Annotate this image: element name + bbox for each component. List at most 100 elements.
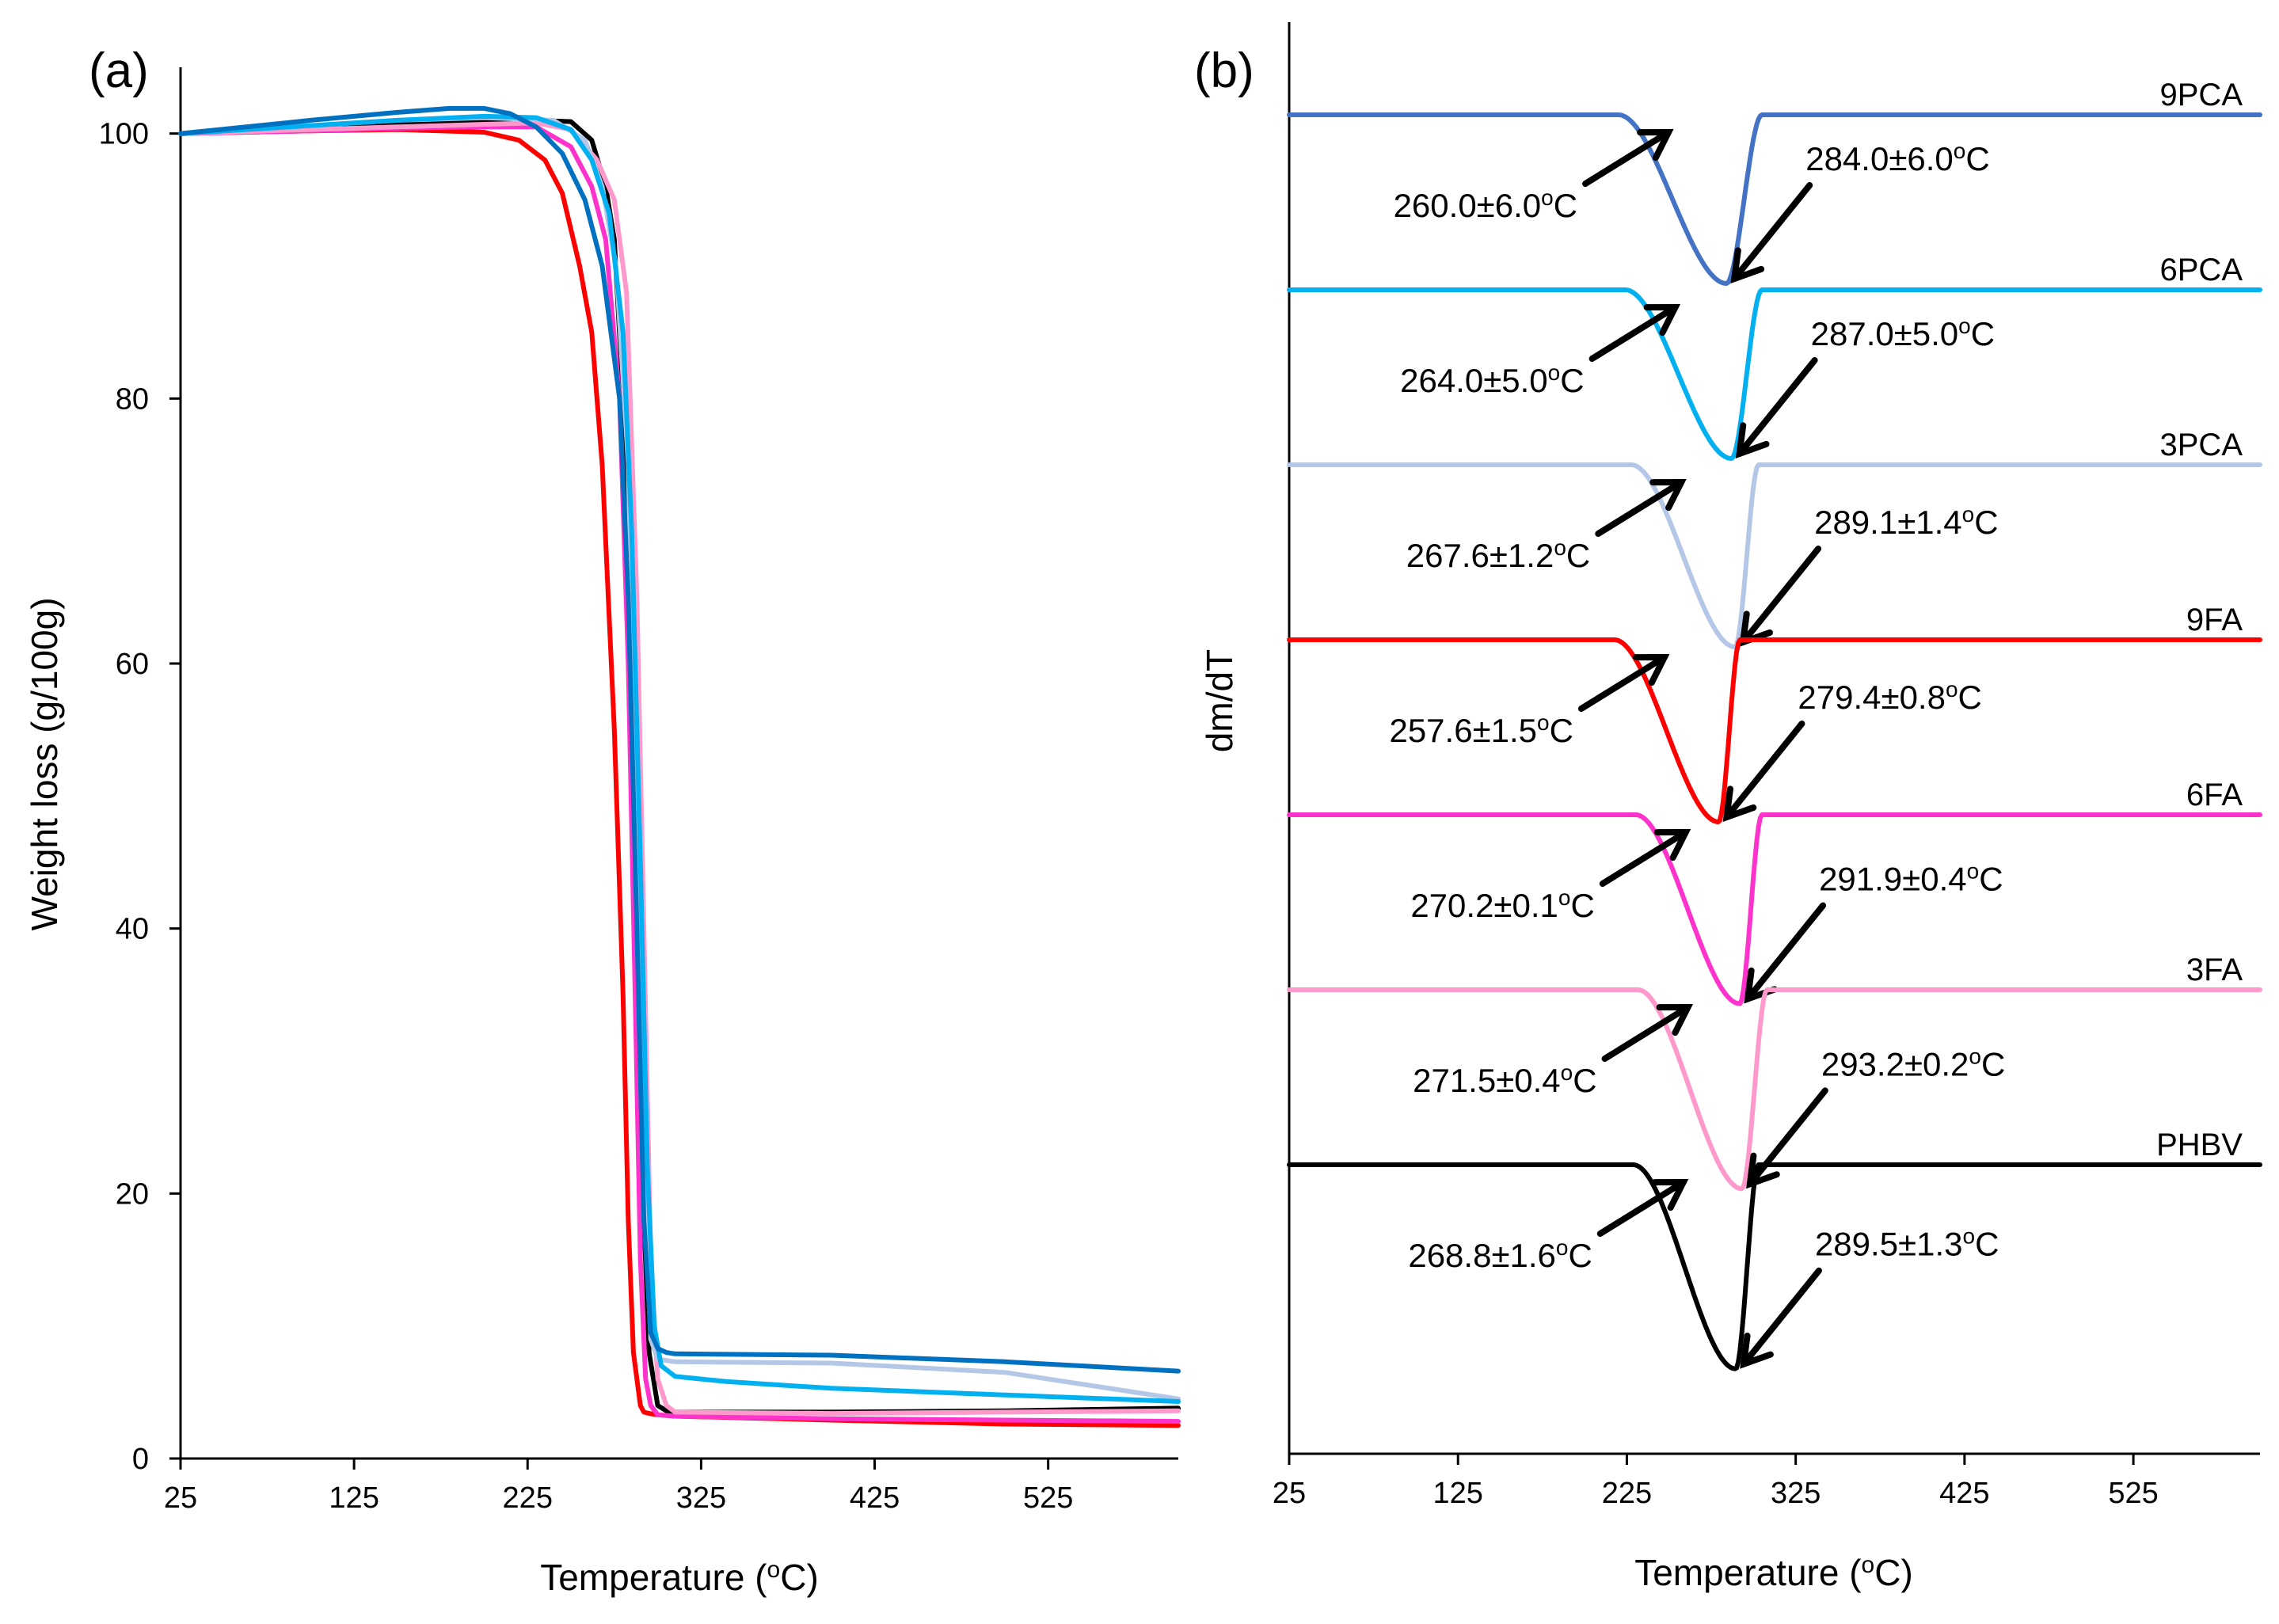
panel-b-peak-label-degree: o — [1969, 1044, 1981, 1068]
panel-b-onset-label: 271.5±0.4oC — [1413, 1060, 1596, 1099]
panel-b-peak-label: 279.4±0.8oC — [1798, 677, 1981, 716]
panel-b-series: 9PCA260.0±6.0oC284.0±6.0oC6PCA264.0±5.0o… — [1287, 78, 2262, 1371]
panel-b-peak-arrow-shaft — [1731, 182, 1813, 282]
panel-b-x-tick-label: 25 — [1273, 1477, 1306, 1510]
panel-b-onset-label-degree: o — [1556, 1235, 1569, 1260]
panel-b-onset-arrow — [1596, 1178, 1689, 1237]
panel-b-peak-arrow-head — [1730, 247, 1765, 283]
panel-b-onset-arrow-shaft — [1577, 654, 1668, 712]
panel-b-curve-phbv — [1287, 1162, 2262, 1371]
panel-b-peak-label-degree: o — [1946, 677, 1958, 702]
panel-a-y-ticks: 0 20 40 60 80 100 — [99, 118, 181, 1476]
panel-b-peak-label: 293.2±0.2oC — [1821, 1044, 2005, 1082]
panel-a-series-phbv — [178, 117, 1181, 1415]
panel-b-onset-label: 267.6±1.2oC — [1406, 535, 1590, 574]
panel-b-onset-label: 270.2±0.1oC — [1410, 885, 1594, 924]
panel-b-onset-arrow-shaft — [1599, 829, 1689, 887]
panel-b-peak-arrow-shaft — [1736, 357, 1818, 457]
panel-b-xlabel-unit: C) — [1874, 1552, 1913, 1593]
panel-b-series-label: 9PCA — [2160, 78, 2243, 112]
panel-b-peak-arrow — [1744, 902, 1827, 1004]
panel-b-x-tick-label: 425 — [1939, 1477, 1989, 1510]
panel-b-peak-arrow — [1730, 182, 1813, 283]
panel-a-x-tick-label: 325 — [676, 1481, 726, 1515]
panel-b-onset-label-unit: C — [1560, 362, 1584, 399]
panel-a-series-6pca — [178, 113, 1181, 1404]
panel-b-onset-label-degree: o — [1554, 535, 1566, 560]
panel-a-y-axis-title: Weight loss (g/100g) — [24, 597, 65, 930]
panel-b-onset-arrow-head — [1649, 478, 1687, 512]
panel-b-onset-label: 268.8±1.6oC — [1408, 1235, 1592, 1274]
panel-b-peak-label: 284.0±6.0oC — [1805, 139, 1989, 177]
panel-b-peak-label-value: 284.0±6.0 — [1805, 140, 1954, 177]
panel-b-onset-arrow-head — [1651, 1178, 1689, 1211]
panel-a-series-3pca — [178, 115, 1181, 1402]
panel-b-onset-arrow — [1577, 653, 1670, 712]
panel-b-peak-arrow-head — [1739, 610, 1774, 648]
panel-b-onset-label-value: 267.6±1.2 — [1406, 537, 1554, 574]
panel-b-x-tick-label: 325 — [1771, 1477, 1821, 1510]
panel-b-curve-3pca — [1287, 462, 2262, 649]
panel-b-peak-label-unit: C — [1975, 1226, 1999, 1263]
panel-b-onset-label-degree: o — [1558, 885, 1571, 910]
panel-b-peak-arrow-shaft — [1740, 1267, 1822, 1367]
panel-b-onset-arrow — [1595, 478, 1687, 537]
panel-b-peak-label: 291.9±0.4oC — [1819, 859, 2003, 898]
panel-b-peak-arrow-shaft — [1746, 1087, 1828, 1188]
panel-b-label: (b) — [1194, 44, 1254, 98]
panel-b-peak-arrow — [1722, 721, 1805, 823]
panel-a-x-ticks: 25 125 225 325 425 525 — [164, 1459, 1073, 1515]
panel-b-curve-9pca — [1287, 112, 2262, 286]
panel-b-series-label: 3PCA — [2160, 428, 2243, 462]
panel-b-series-label: PHBV — [2156, 1128, 2243, 1162]
panel-a-xlabel-unit: C) — [780, 1557, 819, 1598]
panel-a-series-6fa — [178, 124, 1181, 1424]
panel-b-onset-arrow-shaft — [1596, 1179, 1687, 1237]
panel-b-peak-label-degree: o — [1963, 1224, 1976, 1249]
panel-b-peak-label-unit: C — [1981, 1045, 2005, 1082]
panel-b-peak-label-degree: o — [1958, 314, 1971, 338]
panel-b-x-tick-label: 225 — [1602, 1477, 1652, 1510]
panel-b-peak-label-degree: o — [1954, 139, 1966, 163]
panel-b-peak-arrow-head — [1740, 1333, 1774, 1369]
panel-b-onset-label-value: 268.8±1.6 — [1408, 1237, 1556, 1274]
panel-a-tga: (a) 0 20 40 60 80 100 25 125 225 325 425 525 Tempe… — [24, 44, 1181, 1598]
panel-b-series-label: 9FA — [2186, 603, 2243, 637]
panel-b-peak-arrow — [1740, 1267, 1822, 1369]
panel-b-peak-arrow-shaft — [1744, 902, 1827, 1002]
panel-b-onset-arrow-head — [1653, 828, 1691, 861]
panel-b-onset-arrow — [1599, 828, 1691, 887]
panel-b-peak-label: 287.0±5.0oC — [1811, 314, 1995, 352]
panel-b-peak-label-unit: C — [1958, 679, 1982, 716]
panel-a-xlabel-degree: o — [767, 1557, 781, 1583]
panel-b-peak-label-unit: C — [1979, 861, 2003, 898]
panel-b-curve-6fa — [1287, 812, 2262, 1006]
panel-b-onset-label-degree: o — [1561, 1060, 1573, 1085]
panel-b-curve-3fa — [1287, 987, 2262, 1192]
panel-b-onset-label-value: 257.6±1.5 — [1389, 712, 1537, 749]
panel-a-x-axis-title: Temperature (oC) — [540, 1557, 819, 1598]
panel-b-onset-label-unit: C — [1570, 887, 1594, 924]
panel-b-peak-arrow-head — [1735, 422, 1770, 458]
panel-b-onset-arrow — [1582, 128, 1674, 187]
panel-a-y-tick-label: 60 — [116, 648, 149, 681]
panel-b-peak-arrow — [1739, 546, 1822, 648]
panel-b-peak-arrow-shaft — [1723, 721, 1805, 821]
panel-b-peak-arrow — [1735, 357, 1818, 458]
panel-b-onset-arrow-head — [1643, 303, 1681, 337]
panel-b-dtg: (b) 25 125 225 325 425 525 9PCA260.0±6.0oC284… — [1194, 22, 2262, 1593]
panel-b-x-ticks: 25 125 225 325 425 525 — [1273, 1454, 2159, 1510]
panel-b-onset-label-degree: o — [1537, 710, 1550, 735]
panel-b-curve-6pca — [1287, 287, 2262, 461]
panel-b-xlabel-main: Temperature ( — [1634, 1552, 1862, 1593]
panel-b-peak-label: 289.1±1.4oC — [1814, 502, 1998, 541]
panel-b-onset-label: 257.6±1.5oC — [1389, 710, 1573, 749]
panel-a-x-tick-label: 25 — [164, 1481, 197, 1515]
panel-b-onset-arrow — [1588, 303, 1681, 362]
panel-b-onset-arrow-shaft — [1588, 304, 1679, 362]
panel-a-x-tick-label: 525 — [1023, 1481, 1073, 1515]
